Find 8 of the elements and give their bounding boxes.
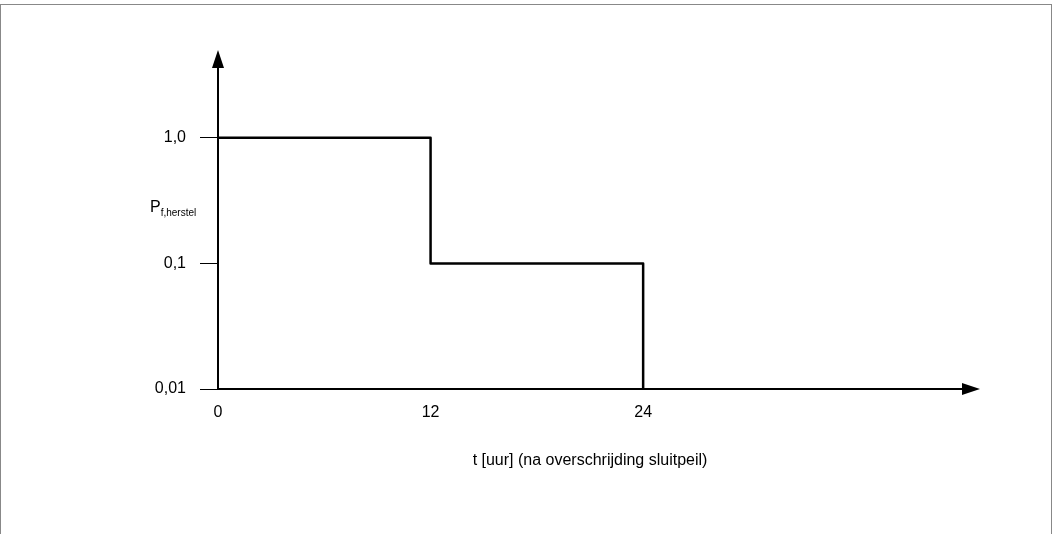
y-tick-label: 0,1	[163, 253, 187, 271]
x-axis-title: t [uur] (na overschrijding sluitpeil)	[472, 450, 708, 468]
y-axis-title: P$_{f,herstel}$	[150, 198, 197, 219]
x-tick-label: 0	[213, 403, 223, 421]
y-tick-label: 1,0	[163, 128, 187, 146]
x-tick-label: 12	[421, 403, 440, 421]
x-tick-label: 24	[634, 403, 653, 421]
y-tick-label: 0,01	[154, 379, 187, 397]
